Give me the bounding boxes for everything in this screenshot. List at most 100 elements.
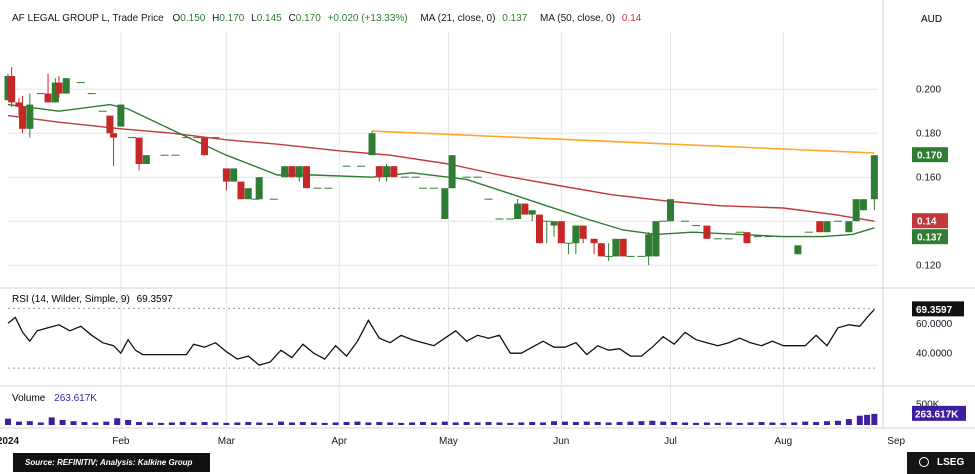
volume-bar: [769, 422, 776, 425]
volume-bar: [354, 421, 361, 425]
candle-body: [244, 188, 252, 200]
y-tick-label: 0.120: [916, 261, 941, 272]
volume-bar: [485, 422, 492, 425]
price-chart[interactable]: 2024 Feb Mar Apr May Jun Jul Aug Sep 0.200 0.180 0.…: [0, 0, 975, 452]
candle-body: [597, 243, 605, 257]
price-pane: [4, 67, 878, 266]
ma21-label: MA (21, close, 0): [420, 13, 495, 24]
candle: [4, 73, 12, 101]
candle-body: [62, 78, 70, 94]
ohlc-low-label: L: [251, 13, 257, 24]
volume-bar: [540, 422, 547, 425]
candle: [579, 225, 587, 244]
candle: [852, 199, 860, 222]
rsi-tick-label: 40.0000: [916, 349, 953, 360]
volume-bar: [168, 422, 175, 425]
volume-badge-bg: [912, 405, 966, 421]
x-tick-label: Jul: [664, 436, 677, 447]
ohlc-open-value: 0.150: [180, 13, 205, 24]
candle-body: [794, 245, 802, 255]
candle-body: [4, 76, 12, 101]
candle: [55, 76, 63, 98]
lseg-logo-text: LSEG: [937, 457, 965, 468]
candle: [645, 232, 653, 266]
volume-bar: [103, 421, 110, 425]
volume-bar: [747, 422, 754, 425]
volume-tick-label: 500K: [916, 399, 940, 410]
ma50-value: 0.14: [622, 13, 642, 24]
candle-body: [44, 93, 52, 103]
volume-bar: [81, 422, 88, 425]
candle-body: [255, 177, 263, 200]
candle: [441, 188, 449, 219]
candle-body: [15, 102, 23, 107]
volume-bar: [845, 419, 852, 425]
candle-body: [106, 115, 114, 134]
candle: [597, 243, 605, 257]
volume-bar: [627, 421, 634, 425]
candle: [281, 166, 289, 178]
volume-bar: [802, 421, 809, 425]
volume-bar: [736, 422, 743, 425]
candle: [564, 242, 573, 255]
volume-title: Volume: [12, 393, 46, 404]
candle-body: [281, 166, 289, 178]
candle-body: [117, 104, 125, 127]
volume-bar: [234, 422, 241, 425]
candle: [542, 220, 551, 244]
candle: [62, 78, 70, 94]
volume-bar: [660, 421, 667, 425]
candle: [368, 131, 376, 156]
candle: [295, 166, 303, 182]
volume-bar: [813, 422, 820, 425]
ma21-value: 0.137: [502, 13, 527, 24]
candle-body: [295, 166, 303, 178]
volume-bar: [114, 418, 121, 425]
x-tick-label: Aug: [774, 436, 792, 447]
candle-body: [870, 155, 878, 200]
rsi-legend: RSI (14, Wilder, Simple, 9) 69.3597: [12, 294, 173, 305]
ohlc-high-value: 0.170: [219, 13, 244, 24]
candle-body: [288, 166, 296, 178]
volume-legend: Volume 263.617K: [12, 393, 97, 404]
volume-bar: [332, 422, 339, 425]
candle: [743, 232, 751, 244]
volume-bar: [288, 422, 295, 425]
volume-bar: [125, 419, 132, 425]
candle: [870, 155, 878, 211]
candle: [201, 137, 209, 156]
ma50-label: MA (50, close, 0): [540, 13, 615, 24]
candle-body: [19, 106, 27, 129]
volume-bar: [146, 422, 153, 425]
volume-bar: [343, 422, 350, 425]
volume-bar: [212, 422, 219, 425]
candle-body: [230, 168, 238, 182]
candle-body: [201, 137, 209, 156]
volume-bar: [387, 422, 394, 425]
price-change: +0.020 (+13.33%): [328, 13, 408, 24]
ohlc-open-label: O: [173, 13, 181, 24]
candle-body: [383, 166, 391, 178]
candle: [44, 73, 52, 103]
candle-body: [26, 104, 34, 129]
candle-body: [703, 225, 711, 239]
volume-bar: [267, 422, 274, 425]
ohlc-low-value: 0.145: [257, 13, 282, 24]
volume-bar: [223, 422, 230, 425]
lseg-logo: LSEG: [907, 452, 975, 474]
volume-bar: [649, 420, 656, 425]
volume-bar: [692, 422, 699, 425]
candle-body: [667, 199, 675, 222]
legend-header: AF LEGAL GROUP L, Trade Price O0.150 H0.…: [12, 13, 642, 24]
volume-bar: [48, 417, 55, 425]
candle-body: [612, 238, 620, 257]
volume-bar: [365, 422, 372, 425]
last-price-badge: 0.170: [917, 151, 942, 162]
candle: [859, 199, 867, 211]
candle: [619, 238, 627, 257]
volume-bar: [398, 422, 405, 425]
volume-bar: [376, 422, 383, 425]
candle: [375, 166, 383, 182]
candle-body: [859, 199, 867, 211]
volume-bar: [725, 422, 732, 425]
